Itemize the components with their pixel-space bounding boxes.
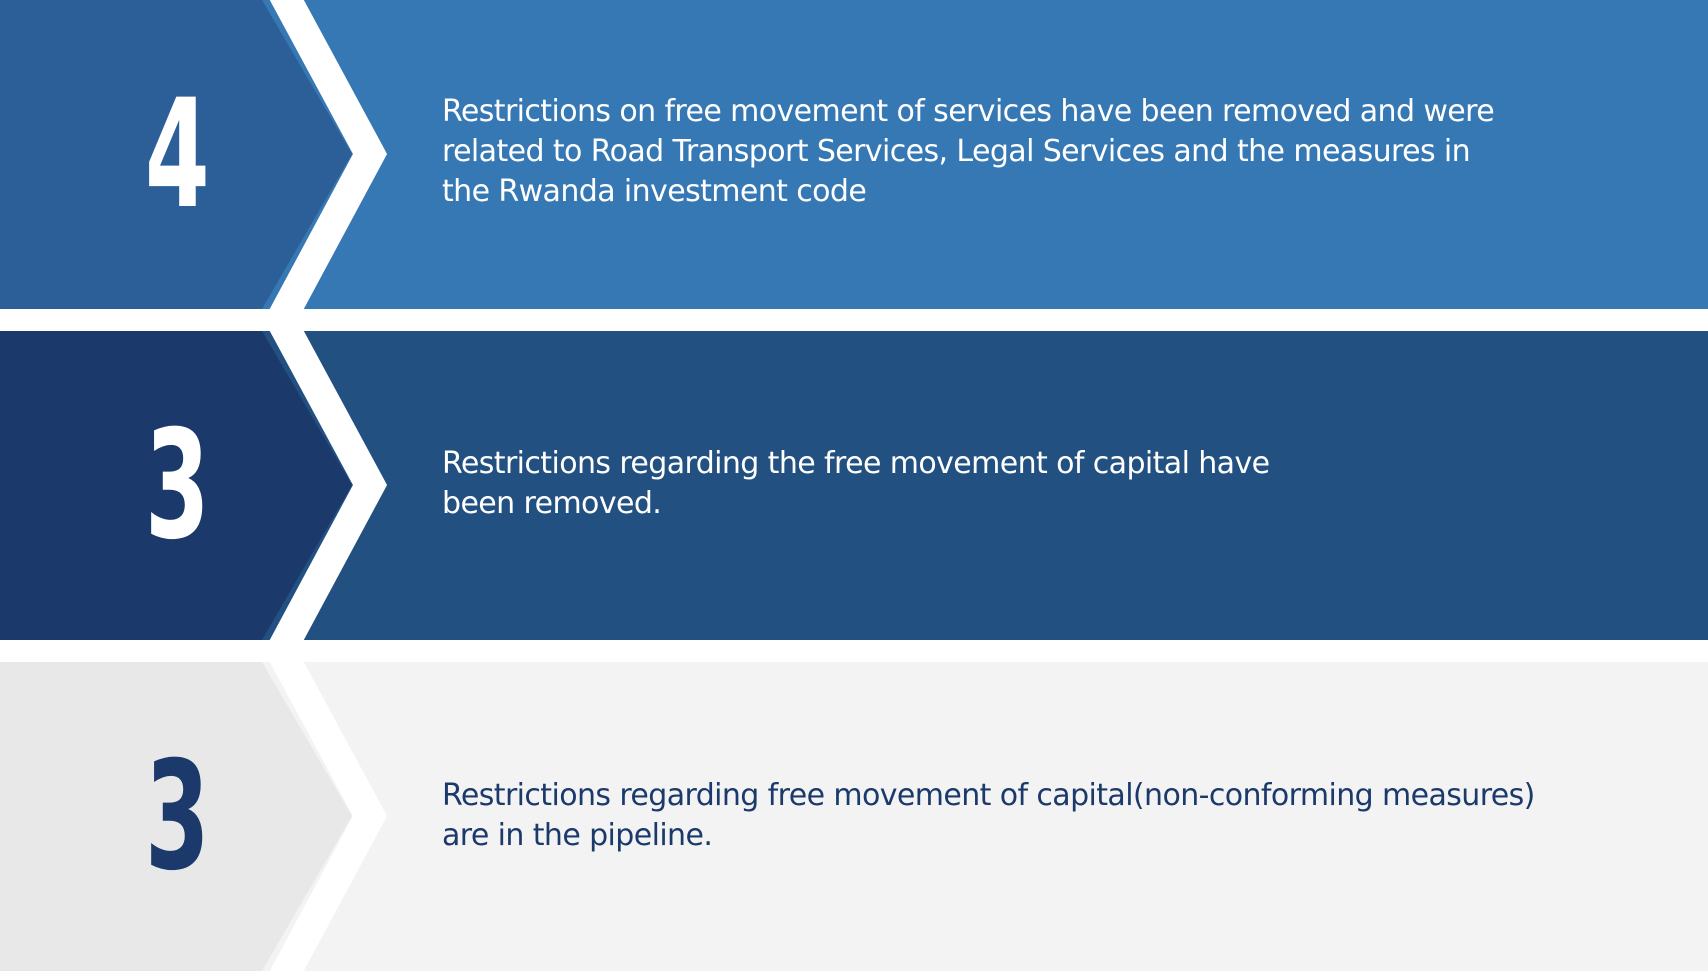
row-background [0, 662, 1708, 971]
description-line: been removed. [442, 486, 662, 521]
row-description: Restrictions regarding free movement of … [442, 776, 1535, 856]
description-line: are in the pipeline. [442, 818, 713, 853]
description-line: Restrictions regarding the free movement… [442, 446, 1270, 481]
row-number: 4 [144, 67, 210, 242]
chevron-separator [269, 331, 388, 640]
status-row-services: 4 Restrictions on free movement of servi… [0, 0, 1708, 309]
chevron-badge [0, 331, 352, 640]
description-line: Restrictions on free movement of service… [442, 94, 1495, 129]
row-background [0, 331, 1708, 640]
description-line: related to Road Transport Services, Lega… [442, 134, 1471, 169]
status-row-capital-removed: 3 Restrictions regarding the free moveme… [0, 331, 1708, 640]
chevron-badge [0, 662, 352, 971]
chevron-separator [269, 662, 388, 971]
row-number: 3 [144, 398, 210, 573]
chevron-badge [0, 0, 352, 309]
row-background [0, 0, 1708, 309]
status-row-capital-pipeline: 3 Restrictions regarding free movement o… [0, 662, 1708, 971]
row-number: 3 [144, 729, 210, 904]
description-line: Restrictions regarding free movement of … [442, 778, 1535, 813]
row-description: Restrictions on free movement of service… [442, 92, 1495, 212]
chevron-separator [269, 0, 388, 309]
description-line: the Rwanda investment code [442, 174, 867, 209]
row-description: Restrictions regarding the free movement… [442, 444, 1270, 524]
